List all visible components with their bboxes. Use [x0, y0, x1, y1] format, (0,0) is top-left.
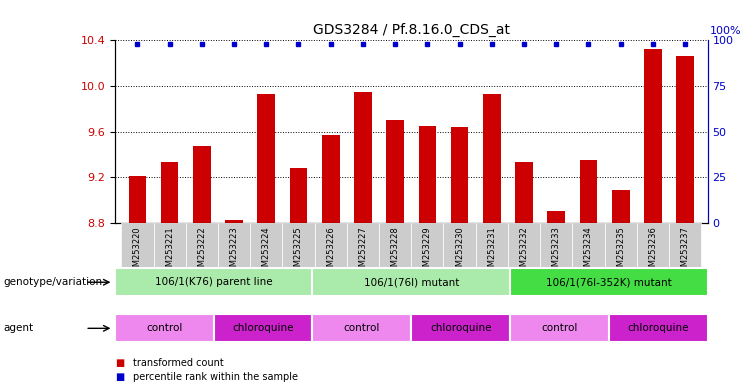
Bar — [644, 50, 662, 223]
Text: percentile rank within the sample: percentile rank within the sample — [133, 372, 299, 382]
Text: GSM253221: GSM253221 — [165, 226, 174, 277]
Text: GSM253225: GSM253225 — [294, 226, 303, 277]
Text: genotype/variation: genotype/variation — [4, 277, 103, 287]
Bar — [605, 223, 637, 267]
Bar — [290, 168, 308, 223]
Text: GSM253235: GSM253235 — [617, 226, 625, 277]
Bar — [225, 220, 243, 223]
Text: control: control — [146, 323, 182, 333]
Bar — [122, 223, 153, 267]
Text: GSM253220: GSM253220 — [133, 226, 142, 277]
Bar — [161, 162, 179, 223]
Text: 106/1(76I-352K) mutant: 106/1(76I-352K) mutant — [546, 277, 672, 287]
Text: ■: ■ — [115, 358, 124, 368]
Bar — [669, 223, 701, 267]
Text: ■: ■ — [115, 372, 124, 382]
Text: transformed count: transformed count — [133, 358, 224, 368]
Bar — [548, 211, 565, 223]
Text: GSM253226: GSM253226 — [326, 226, 335, 277]
Bar — [510, 268, 708, 296]
Bar — [313, 268, 510, 296]
Bar — [677, 56, 694, 223]
Bar — [379, 223, 411, 267]
Bar — [510, 314, 609, 342]
Bar — [637, 223, 669, 267]
Bar — [153, 223, 186, 267]
Bar — [411, 223, 443, 267]
Bar — [347, 223, 379, 267]
Title: GDS3284 / Pf.8.16.0_CDS_at: GDS3284 / Pf.8.16.0_CDS_at — [313, 22, 510, 36]
Bar — [443, 223, 476, 267]
Bar — [609, 314, 708, 342]
Text: 100%: 100% — [710, 26, 741, 36]
Text: 106/1(K76) parent line: 106/1(K76) parent line — [155, 277, 273, 287]
Bar — [315, 223, 347, 267]
Bar — [572, 223, 605, 267]
Bar — [354, 92, 372, 223]
Bar — [579, 160, 597, 223]
Text: 106/1(76I) mutant: 106/1(76I) mutant — [364, 277, 459, 287]
Text: control: control — [344, 323, 380, 333]
Text: GSM253232: GSM253232 — [519, 226, 528, 277]
Text: agent: agent — [4, 323, 34, 333]
Bar — [250, 223, 282, 267]
Bar — [451, 127, 468, 223]
Bar — [322, 135, 339, 223]
Text: GSM253227: GSM253227 — [359, 226, 368, 277]
Bar — [282, 223, 315, 267]
Text: GSM253233: GSM253233 — [552, 226, 561, 277]
Text: chloroquine: chloroquine — [430, 323, 491, 333]
Text: GSM253228: GSM253228 — [391, 226, 399, 277]
Text: GSM253236: GSM253236 — [648, 226, 657, 277]
Bar — [508, 223, 540, 267]
Bar — [128, 176, 146, 223]
Bar — [193, 146, 210, 223]
Bar — [115, 268, 313, 296]
Bar — [476, 223, 508, 267]
Text: GSM253234: GSM253234 — [584, 226, 593, 277]
Text: GSM253231: GSM253231 — [488, 226, 496, 277]
Text: GSM253229: GSM253229 — [423, 226, 432, 277]
Bar — [419, 126, 436, 223]
Bar — [218, 223, 250, 267]
Text: GSM253230: GSM253230 — [455, 226, 464, 277]
Bar — [515, 162, 533, 223]
Text: chloroquine: chloroquine — [233, 323, 293, 333]
Bar — [411, 314, 510, 342]
Text: GSM253237: GSM253237 — [680, 226, 690, 277]
Bar — [115, 314, 213, 342]
Bar — [540, 223, 572, 267]
Text: GSM253222: GSM253222 — [197, 226, 206, 277]
Text: chloroquine: chloroquine — [628, 323, 689, 333]
Bar — [483, 94, 501, 223]
Bar — [257, 94, 275, 223]
Bar — [213, 314, 313, 342]
Bar — [313, 314, 411, 342]
Text: GSM253224: GSM253224 — [262, 226, 270, 277]
Bar — [612, 190, 630, 223]
Bar — [386, 120, 404, 223]
Text: GSM253223: GSM253223 — [230, 226, 239, 277]
Text: control: control — [541, 323, 578, 333]
Bar — [186, 223, 218, 267]
